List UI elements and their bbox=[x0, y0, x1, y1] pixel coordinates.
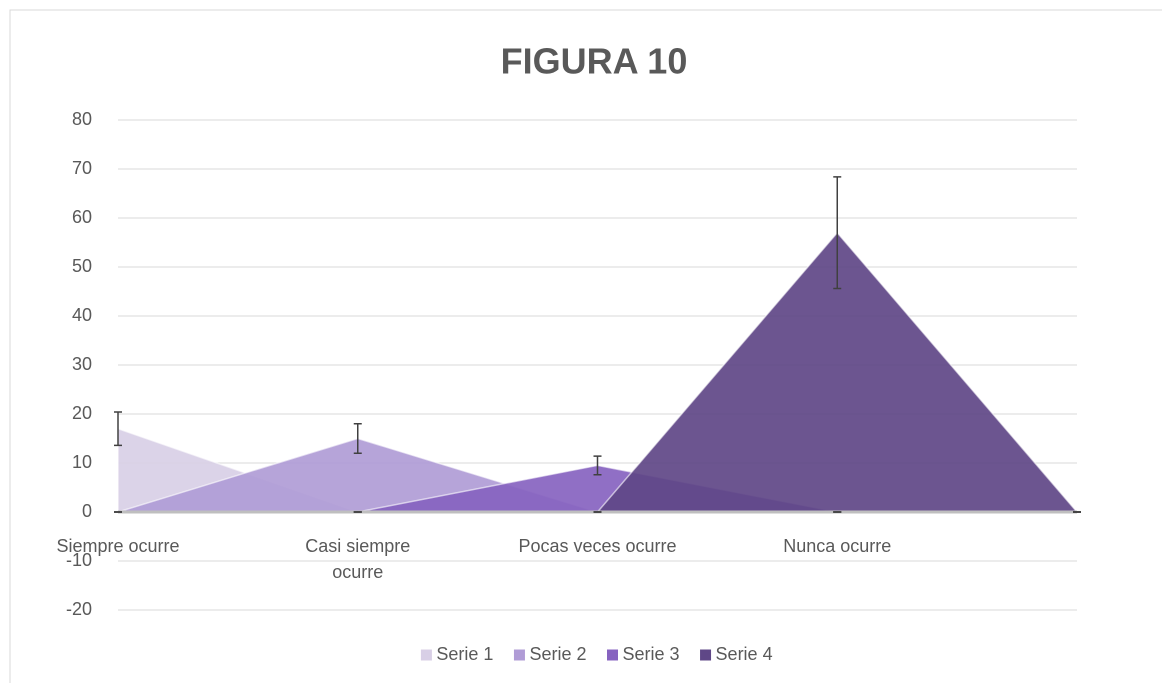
y-tick-label: -10 bbox=[66, 550, 92, 570]
x-tick-label: Casi siempre ocurre bbox=[305, 536, 411, 582]
chart-frame bbox=[9, 9, 1162, 683]
y-tick-label: 30 bbox=[72, 354, 92, 374]
chart-title: FIGURA 10 bbox=[501, 41, 688, 82]
y-tick-label: 60 bbox=[72, 207, 92, 227]
y-tick-label: 10 bbox=[72, 452, 92, 472]
legend-label: Serie 2 bbox=[529, 644, 586, 664]
legend-swatch bbox=[512, 648, 526, 662]
error-bar bbox=[593, 455, 602, 476]
y-tick-label: 70 bbox=[72, 158, 92, 178]
legend-label: Serie 4 bbox=[716, 644, 773, 664]
x-tick-label: Siempre ocurre bbox=[56, 536, 180, 556]
error-bar bbox=[114, 411, 122, 447]
legend-label: Serie 1 bbox=[436, 644, 493, 664]
y-tick-label: 80 bbox=[72, 109, 92, 129]
x-tick-label: Pocas veces ocurre bbox=[518, 536, 677, 556]
y-tick-label: 0 bbox=[82, 501, 92, 521]
y-tick-label: 40 bbox=[72, 305, 92, 325]
error-bar bbox=[353, 423, 362, 454]
x-tick-label: Nunca ocurre bbox=[783, 536, 892, 556]
error-bar bbox=[833, 176, 842, 290]
legend-swatch bbox=[419, 648, 433, 662]
legend-swatch bbox=[699, 648, 713, 662]
y-tick-label: 20 bbox=[72, 403, 92, 423]
y-tick-label: -20 bbox=[66, 599, 92, 619]
legend-swatch bbox=[606, 648, 619, 662]
legend-label: Serie 3 bbox=[623, 644, 680, 664]
y-tick-label: 50 bbox=[72, 256, 92, 276]
